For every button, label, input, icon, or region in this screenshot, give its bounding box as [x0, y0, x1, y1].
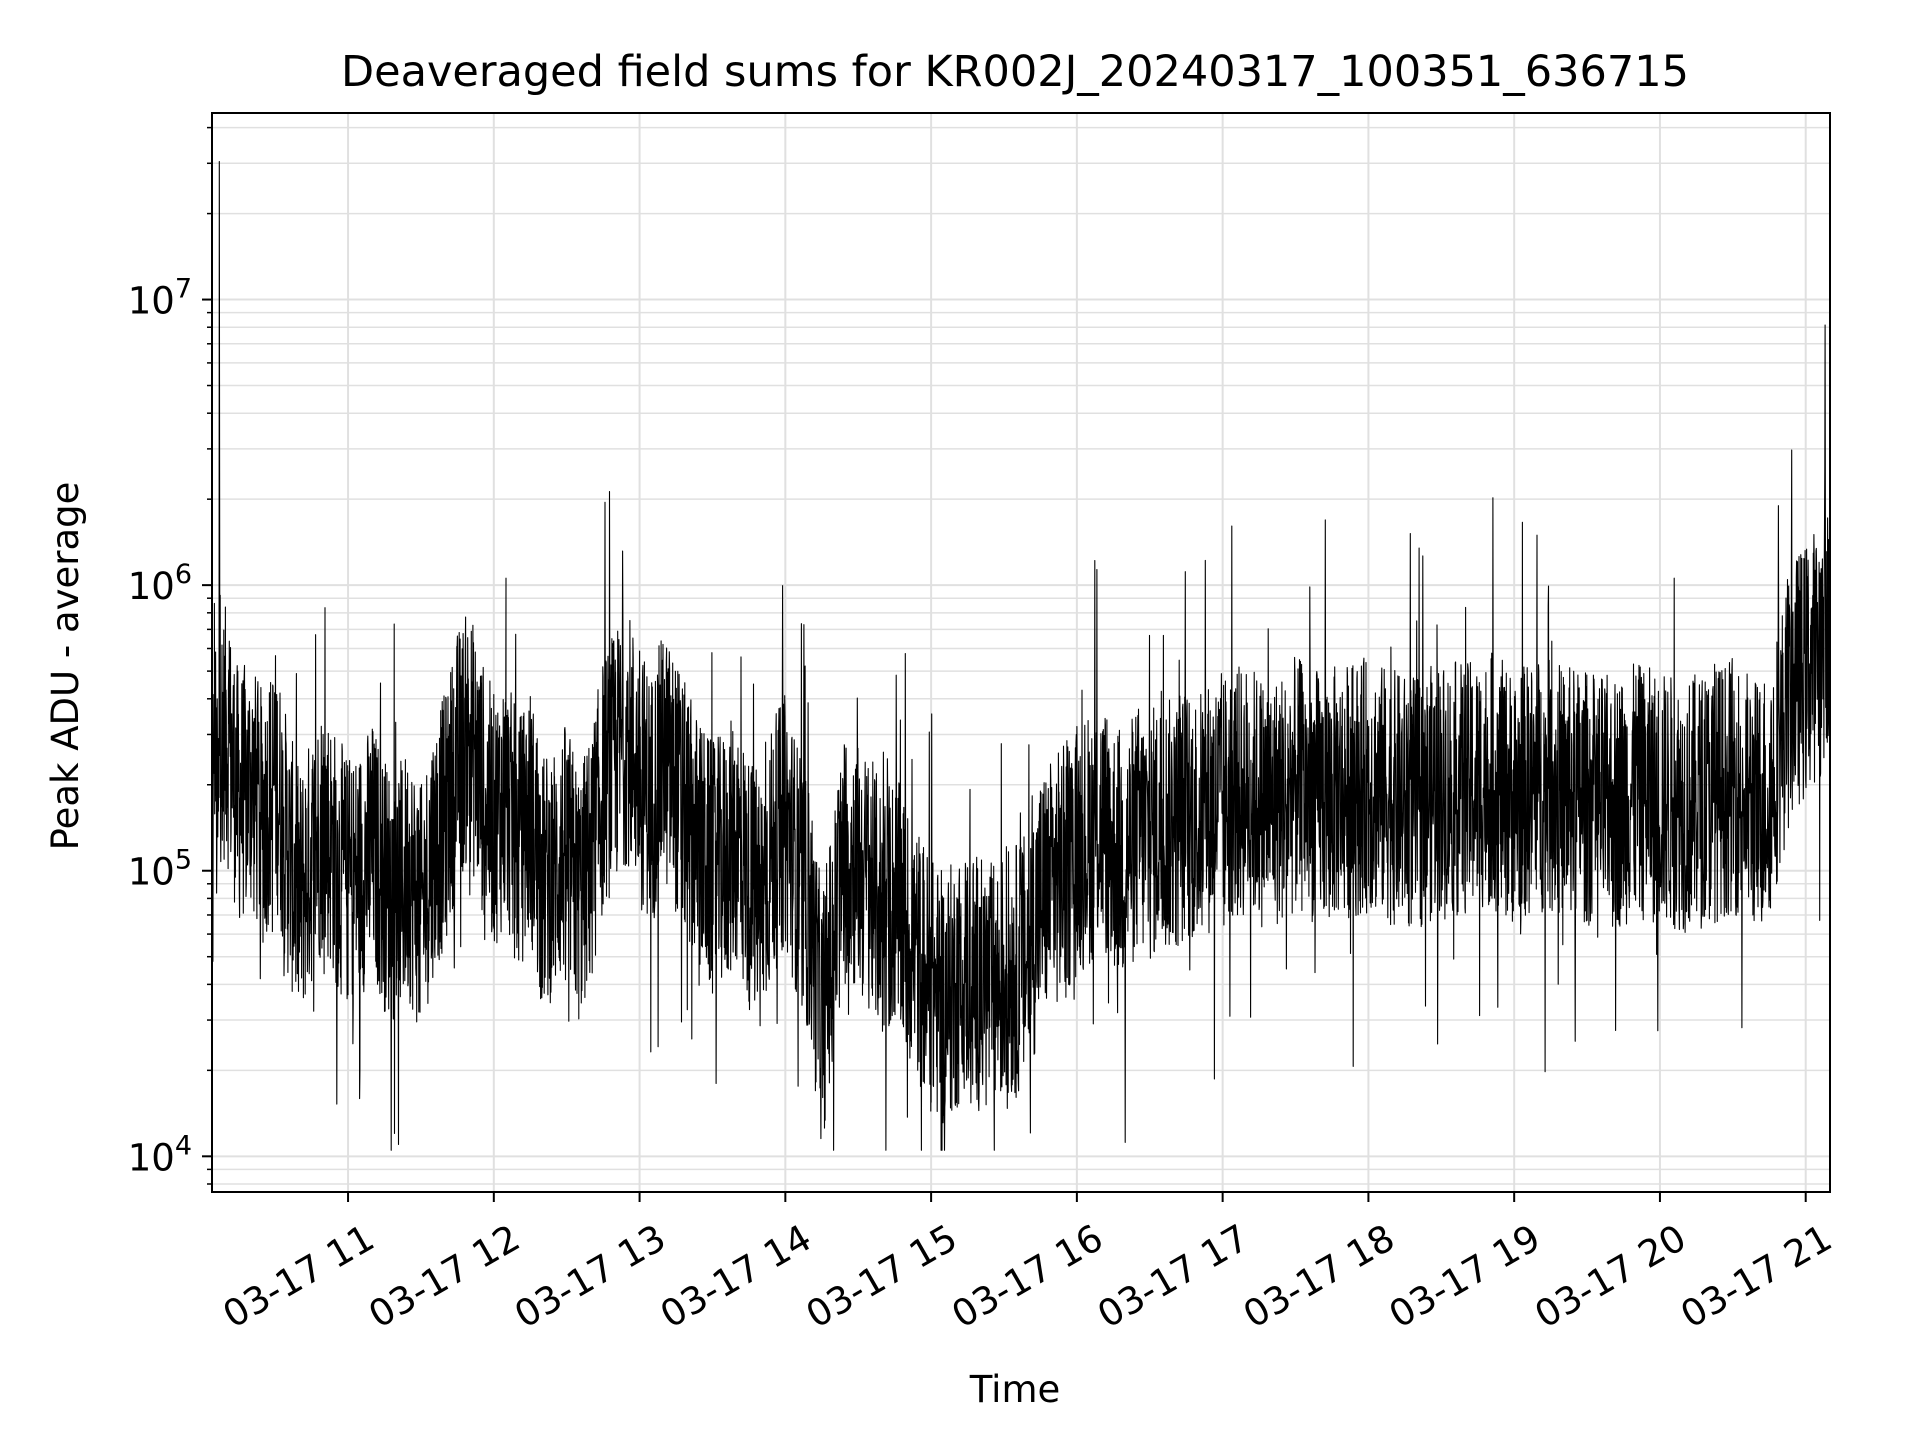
y-tick-label: 107	[128, 274, 192, 323]
y-axis-label: Peak ADU - average	[44, 482, 87, 851]
y-tick-label: 106	[128, 559, 192, 608]
series-layer	[211, 161, 1831, 1151]
x-axis-label: Time	[969, 1368, 1061, 1411]
grid	[212, 113, 1830, 1192]
chart-title: Deaveraged field sums for KR002J_2024031…	[341, 47, 1689, 97]
series-line	[211, 161, 1831, 1151]
plot-frame	[211, 112, 1831, 1193]
y-tick-label: 105	[128, 845, 192, 894]
y-tick-label: 104	[128, 1130, 192, 1179]
